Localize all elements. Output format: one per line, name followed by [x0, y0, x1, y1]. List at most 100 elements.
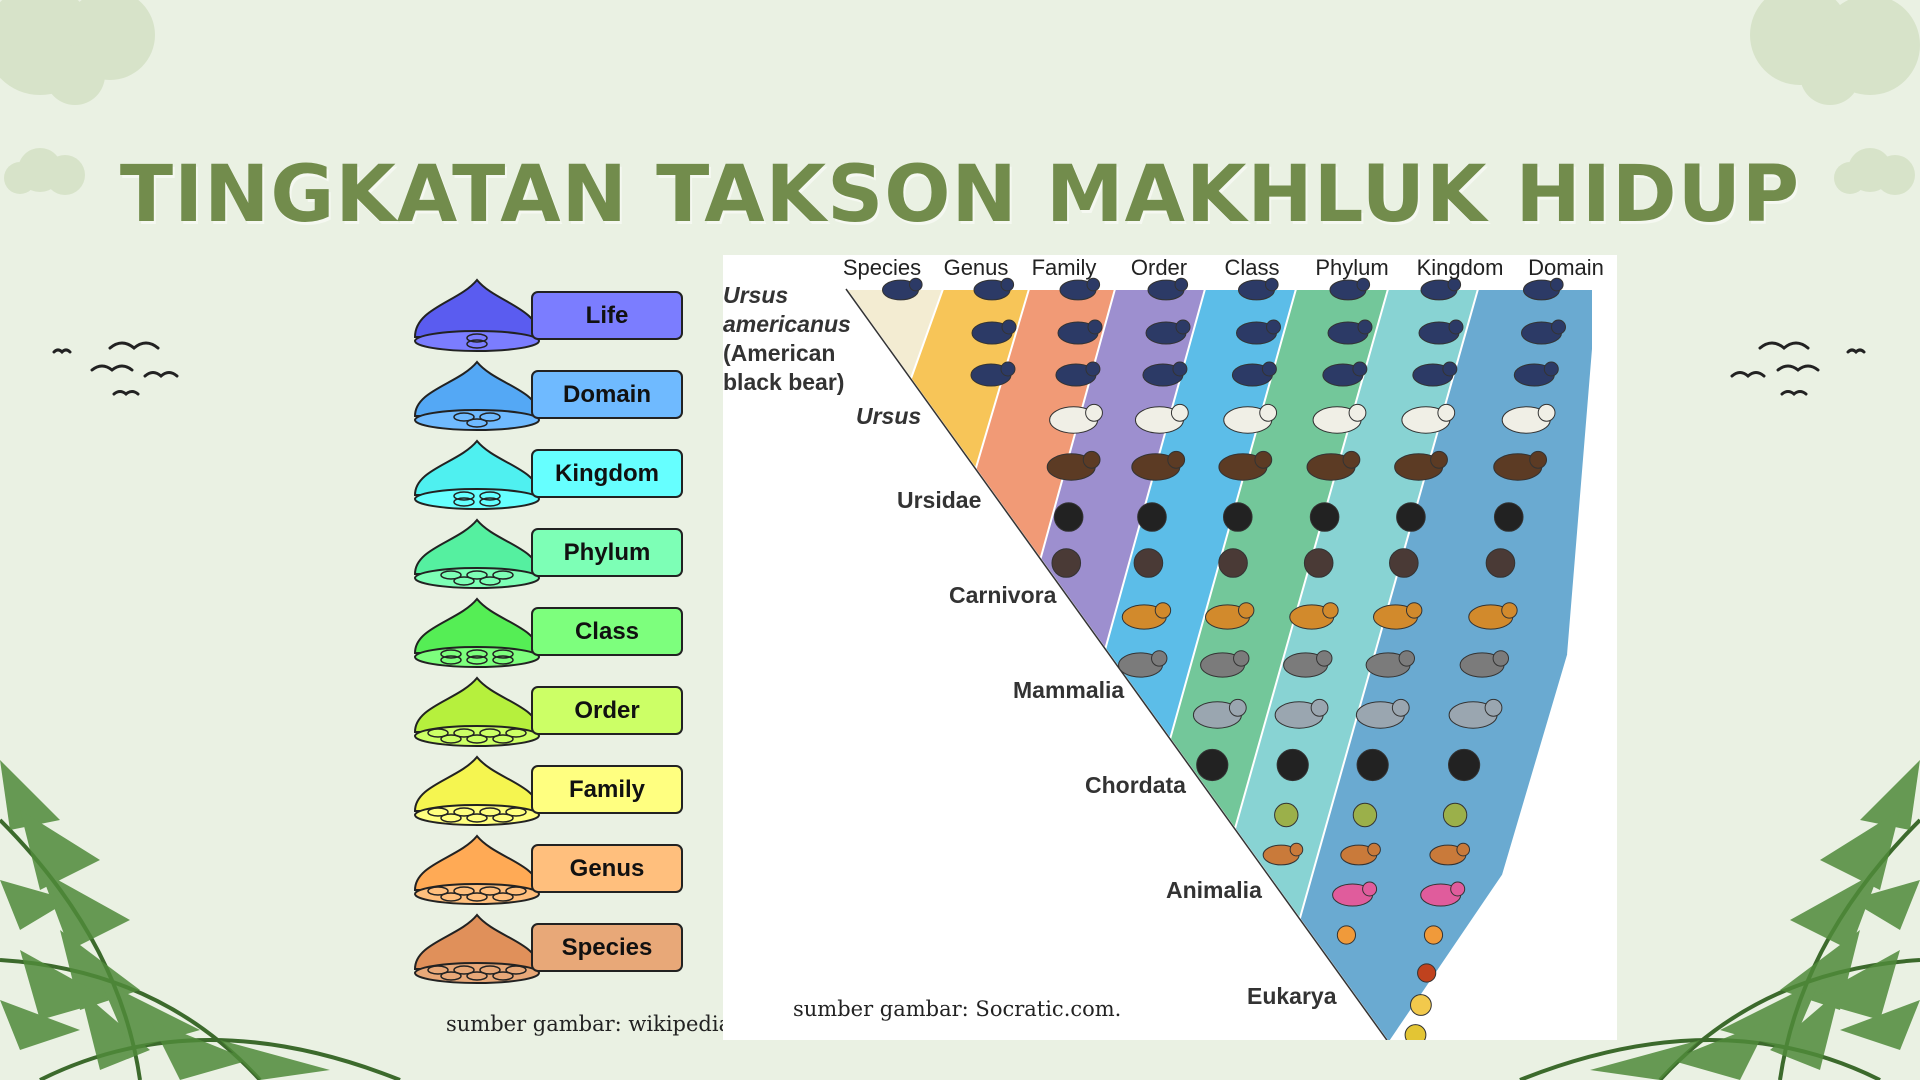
- organism-icon: [1309, 502, 1340, 532]
- species-common-line2: black bear): [723, 369, 845, 395]
- bell-class: [413, 597, 541, 668]
- cloud-decoration-right: [1834, 148, 1915, 195]
- taxonomy-fan-figure: Species Genus Family Order Class Phylum Kingdo…: [723, 255, 1617, 1040]
- organism-icon: [1493, 450, 1548, 481]
- organism-icon: [1429, 842, 1471, 866]
- organism-icon: [1332, 881, 1378, 907]
- rank-label-species: Species: [531, 923, 683, 972]
- organism-icon: [1410, 994, 1432, 1016]
- organism-icon: [1053, 502, 1084, 532]
- organism-icon: [1145, 319, 1191, 345]
- organism-icon: [1322, 361, 1368, 387]
- organism-icon: [1051, 548, 1082, 578]
- bell-genus: [413, 834, 541, 905]
- organism-icon: [1521, 319, 1566, 345]
- fan-diagram: [844, 277, 1594, 1040]
- organism-icon: [1468, 602, 1518, 630]
- organism-icon: [1238, 277, 1279, 301]
- birds-icon-right: [1730, 341, 1866, 396]
- organism-icon: [1312, 403, 1367, 434]
- organism-icon: [1204, 602, 1255, 630]
- birds-icon-left: [52, 341, 179, 396]
- organism-icon: [1131, 450, 1186, 481]
- organism-icon: [1262, 842, 1304, 866]
- left-image-source: sumber gambar: wikipedia: [446, 1012, 732, 1036]
- taxon-label-ursidae: Ursidae: [897, 487, 982, 513]
- organism-icon: [971, 319, 1017, 345]
- organism-icon: [1055, 361, 1101, 387]
- taxon-label-animalia: Animalia: [1166, 877, 1262, 903]
- organism-icon: [1059, 277, 1101, 301]
- organism-icon: [1448, 748, 1481, 782]
- organism-icon: [1389, 548, 1419, 578]
- organism-icon: [1420, 881, 1466, 907]
- rank-label-life: Life: [531, 291, 683, 340]
- organism-icon: [1523, 277, 1564, 301]
- species-epithet-italic: americanus: [723, 311, 851, 337]
- organism-icon: [1192, 698, 1247, 729]
- organism-icon: [1327, 319, 1373, 345]
- organism-icon: [1365, 650, 1415, 678]
- organism-icon: [1513, 361, 1559, 387]
- organism-icon: [1137, 502, 1167, 532]
- organism-icon: [1442, 802, 1468, 828]
- organism-icon: [1236, 319, 1281, 345]
- bell-species: [413, 913, 541, 984]
- organism-icon: [1118, 650, 1168, 678]
- organism-icon: [1356, 748, 1389, 782]
- bell-domain: [413, 360, 541, 431]
- organism-icon: [1231, 361, 1277, 387]
- bell-order: [413, 676, 541, 747]
- organism-icon: [1134, 403, 1189, 434]
- organism-icon: [1223, 403, 1278, 434]
- organism-icon: [1459, 650, 1509, 678]
- rank-label-kingdom: Kingdom: [531, 449, 683, 498]
- bell-life: [413, 278, 541, 352]
- organism-icon: [1218, 450, 1273, 481]
- organism-icon: [1420, 277, 1462, 301]
- bell-kingdom: [413, 439, 541, 510]
- column-header-kingdom: Kingdom: [1416, 255, 1504, 280]
- organism-icon: [1404, 1024, 1427, 1040]
- taxon-label-ursus: Ursus: [856, 403, 922, 429]
- organism-icon: [1340, 842, 1381, 866]
- organism-icon: [1196, 748, 1229, 782]
- bell-phylum: [413, 518, 541, 589]
- organism-icon: [1372, 602, 1423, 630]
- species-genus-italic: Ursus: [723, 282, 789, 308]
- organism-icon: [1274, 698, 1329, 729]
- right-image-source: sumber gambar: Socratic.com.: [793, 997, 1122, 1021]
- rank-label-family: Family: [531, 765, 683, 814]
- cloud-decoration-top-left: [0, 0, 155, 105]
- organism-icon: [1352, 802, 1378, 828]
- organism-icon: [1355, 698, 1410, 729]
- species-common-line1: (American: [723, 340, 836, 366]
- organism-icon: [1289, 602, 1339, 630]
- organism-icon: [1336, 925, 1357, 945]
- rank-label-domain: Domain: [531, 370, 683, 419]
- organism-icon: [1417, 963, 1437, 983]
- organism-icon: [1306, 450, 1361, 481]
- organism-icon: [1493, 502, 1524, 532]
- cloud-decoration-left: [4, 148, 85, 195]
- rank-label-class: Class: [531, 607, 683, 656]
- organism-icon: [1147, 277, 1189, 301]
- organism-icon: [1412, 361, 1458, 387]
- organism-icon: [1057, 319, 1103, 345]
- organism-icon: [1401, 403, 1456, 434]
- organism-icon: [1283, 650, 1333, 678]
- organism-icon: [1329, 277, 1371, 301]
- organism-icon: [1142, 361, 1188, 387]
- palm-leaves-left: [0, 760, 401, 1080]
- organism-icon: [882, 277, 923, 301]
- rank-label-order: Order: [531, 686, 683, 735]
- column-header-order: Order: [1130, 255, 1188, 280]
- organism-icon: [1448, 698, 1503, 729]
- organism-icon: [970, 361, 1016, 387]
- rank-label-genus: Genus: [531, 844, 683, 893]
- column-header-family: Family: [1031, 255, 1097, 280]
- organism-icon: [1501, 403, 1556, 434]
- taxonomy-bell-diagram: Life Domain Kingdom Phylum Class Order Family G…: [405, 275, 705, 1005]
- taxon-label-carnivora: Carnivora: [949, 582, 1057, 608]
